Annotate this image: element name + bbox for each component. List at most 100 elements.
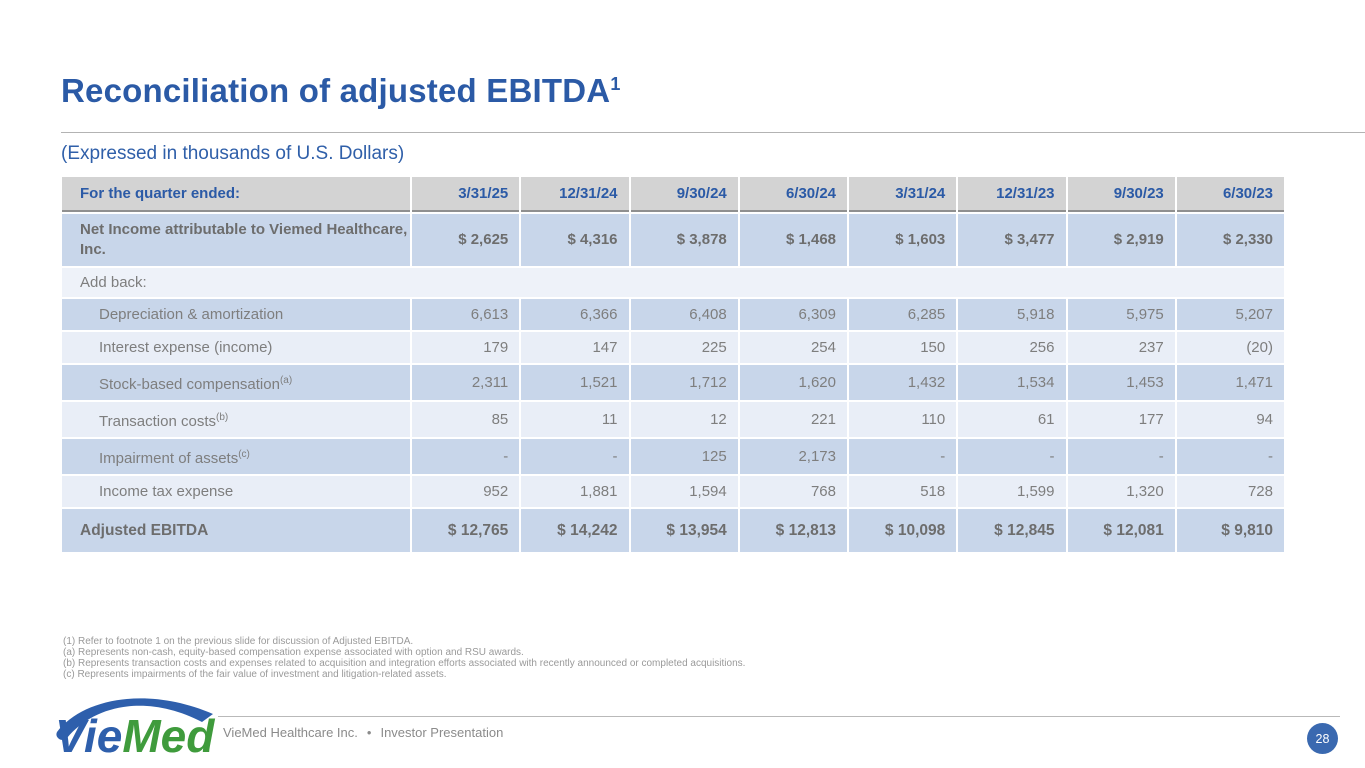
- cell-value: 1,521: [521, 365, 629, 400]
- footnote-line: (a) Represents non-cash, equity-based co…: [63, 647, 524, 658]
- cell-value: 125: [630, 439, 738, 474]
- page-title: Reconciliation of adjusted EBITDA1: [61, 72, 621, 110]
- row-label: Interest expense (income): [62, 332, 410, 363]
- cell-value: 6,613: [412, 299, 520, 330]
- footer-company: VieMed Healthcare Inc.: [223, 725, 358, 740]
- page-number-badge: 28: [1307, 723, 1338, 754]
- cell-value: 256: [958, 332, 1066, 363]
- ebitda-table-body: Net Income attributable to Viemed Health…: [62, 214, 1284, 552]
- column-header: 9/30/23: [1067, 177, 1175, 212]
- logo-text-vie: Vie: [55, 710, 122, 762]
- cell-value: $ 1,603: [849, 214, 957, 266]
- cell-value: 1,320: [1067, 476, 1175, 507]
- cell-value: 254: [739, 332, 847, 363]
- table-row: Transaction costs(b) 85 11 12 221 110 61 177 94: [62, 402, 1284, 437]
- cell-value: 150: [849, 332, 957, 363]
- footnote-line: (1) Refer to footnote 1 on the previous …: [63, 636, 414, 647]
- row-label: Impairment of assets(c): [62, 439, 410, 474]
- cell-value: 1,712: [630, 365, 738, 400]
- table-row: Impairment of assets(c) - -125 2,173- - - -: [62, 439, 1284, 474]
- cell-value: 768: [739, 476, 847, 507]
- footnote-marker: (a): [279, 375, 293, 386]
- cell-value: 61: [958, 402, 1066, 437]
- footnote-line: (b) Represents transaction costs and exp…: [63, 658, 746, 669]
- row-label: Depreciation & amortization: [62, 299, 410, 330]
- column-header: 12/31/24: [521, 177, 629, 212]
- cell-value: $ 12,845: [958, 509, 1066, 552]
- table-row: Net Income attributable to Viemed Health…: [62, 214, 1284, 266]
- cell-value: 1,534: [958, 365, 1066, 400]
- footer-caption: VieMed Healthcare Inc. • Investor Presen…: [223, 725, 503, 740]
- footnote-marker: (b): [216, 412, 229, 423]
- ebitda-reconciliation-table: For the quarter ended: 3/31/25 12/31/24 9/…: [60, 175, 1286, 554]
- cell-value: -: [1176, 439, 1284, 474]
- row-label: Transaction costs(b): [62, 402, 410, 437]
- cell-value: 5,918: [958, 299, 1066, 330]
- cell-value: $ 2,625: [412, 214, 520, 266]
- ebitda-reconciliation-table-container: For the quarter ended: 3/31/25 12/31/24 9/…: [60, 175, 1286, 554]
- cell-value: $ 3,477: [958, 214, 1066, 266]
- table-row: Interest expense (income) 179 147 225 254 150…: [62, 332, 1284, 363]
- footer-divider: [218, 716, 1340, 717]
- cell-value: -: [849, 439, 957, 474]
- cell-value: $ 12,765: [412, 509, 520, 552]
- cell-value: 179: [412, 332, 520, 363]
- page-title-text: Reconciliation of adjusted EBITDA: [61, 72, 611, 110]
- row-label: Net Income attributable to Viemed Health…: [62, 214, 410, 266]
- cell-value: 5,975: [1067, 299, 1175, 330]
- table-row: Add back:: [62, 268, 1284, 297]
- table-row: Income tax expense 952 1,881 1,594 768 518 1,5…: [62, 476, 1284, 507]
- row-label: Adjusted EBITDA: [62, 509, 410, 552]
- column-header: 6/30/23: [1176, 177, 1284, 212]
- cell-value: $ 3,878: [630, 214, 738, 266]
- logo-wordmark: VieMed: [55, 710, 215, 762]
- cell-value: $ 13,954: [630, 509, 738, 552]
- cell-value: 147: [521, 332, 629, 363]
- page-number: 28: [1315, 731, 1330, 746]
- cell-value: 177: [1067, 402, 1175, 437]
- column-header: 3/31/25: [412, 177, 520, 212]
- header-row-label: For the quarter ended:: [62, 177, 410, 212]
- cell-value: 1,594: [630, 476, 738, 507]
- cell-value: 221: [739, 402, 847, 437]
- cell-value: 1,432: [849, 365, 957, 400]
- cell-value: 1,620: [739, 365, 847, 400]
- cell-value: 6,408: [630, 299, 738, 330]
- viemed-logo: VieMed: [55, 698, 215, 762]
- logo-text-med: Med: [122, 710, 215, 762]
- cell-value: $ 14,242: [521, 509, 629, 552]
- cell-value: 1,471: [1176, 365, 1284, 400]
- table-row: Depreciation & amortization 6,613 6,366 6,4…: [62, 299, 1284, 330]
- title-divider: [61, 132, 1365, 133]
- cell-value: 225: [630, 332, 738, 363]
- footer-bullet: •: [366, 725, 372, 740]
- cell-value: $ 2,919: [1067, 214, 1175, 266]
- cell-value: 237: [1067, 332, 1175, 363]
- cell-value: 1,599: [958, 476, 1066, 507]
- cell-value: -: [958, 439, 1066, 474]
- title-footnote-marker: 1: [610, 74, 621, 95]
- logo-swoosh-icon: [56, 698, 213, 741]
- footer-presentation: Investor Presentation: [380, 725, 504, 740]
- cell-value: (20): [1176, 332, 1284, 363]
- column-header: 9/30/24: [630, 177, 738, 212]
- cell-value: -: [521, 439, 629, 474]
- cell-value: 94: [1176, 402, 1284, 437]
- footnote-marker: (c): [238, 449, 250, 460]
- cell-value: 5,207: [1176, 299, 1284, 330]
- footnote-line: (c) Represents impairments of the fair v…: [63, 669, 447, 680]
- row-label: Income tax expense: [62, 476, 410, 507]
- row-label: Stock-based compensation(a): [62, 365, 410, 400]
- table-row: Stock-based compensation(a) 2,311 1,521 1,7…: [62, 365, 1284, 400]
- cell-value: 518: [849, 476, 957, 507]
- cell-value: 728: [1176, 476, 1284, 507]
- cell-value: -: [1067, 439, 1175, 474]
- cell-value: $ 12,081: [1067, 509, 1175, 552]
- cell-value: 952: [412, 476, 520, 507]
- cell-value: 6,366: [521, 299, 629, 330]
- cell-value: 12: [630, 402, 738, 437]
- cell-value: $ 12,813: [739, 509, 847, 552]
- cell-value: 1,881: [521, 476, 629, 507]
- cell-value: 2,173: [739, 439, 847, 474]
- column-header: 3/31/24: [849, 177, 957, 212]
